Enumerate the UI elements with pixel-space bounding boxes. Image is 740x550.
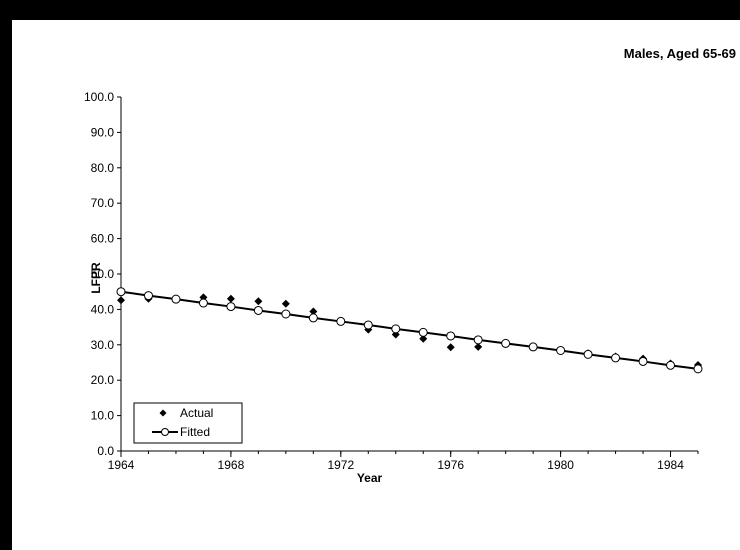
y-axis-label: LFPR	[89, 262, 103, 294]
fitted-point	[308, 313, 318, 323]
fitted-point	[143, 291, 153, 301]
actual-point	[254, 297, 263, 306]
y-tick-label: 90.0	[91, 125, 115, 139]
legend-box	[133, 402, 243, 444]
y-tick-label: 80.0	[91, 161, 115, 175]
legend-actual-marker	[159, 409, 167, 417]
fitted-point	[391, 324, 401, 334]
fitted-point	[226, 302, 236, 312]
fitted-point	[638, 356, 648, 366]
x-tick-label: 1968	[218, 458, 245, 472]
chart-title: Males, Aged 65-69	[623, 46, 736, 61]
y-tick-label: 70.0	[91, 196, 115, 210]
legend-fitted-marker	[161, 428, 169, 436]
x-tick-label: 1984	[657, 458, 684, 472]
actual-point	[446, 343, 455, 352]
fitted-series-line	[120, 290, 699, 370]
y-tick-label: 0.0	[97, 444, 114, 458]
fitted-point	[473, 335, 483, 345]
fitted-point	[583, 349, 593, 359]
actual-point	[419, 334, 428, 343]
y-tick-label: 10.0	[91, 409, 115, 423]
actual-point	[474, 342, 483, 351]
x-axis-label: Year	[357, 471, 383, 485]
chart-svg: 0.0 10.0 20.0 30.0 40.0 50.0 60.0 70.0 80.0 90.0 1…	[84, 90, 703, 485]
fitted-point	[418, 327, 428, 337]
fitted-point	[253, 305, 263, 315]
y-tick-label: 20.0	[91, 373, 115, 387]
fitted-point	[336, 316, 346, 326]
fitted-point	[528, 342, 538, 352]
legend-fitted-label: Fitted	[180, 425, 210, 439]
fitted-point	[363, 320, 373, 330]
fitted-point	[198, 298, 208, 308]
fitted-point	[446, 331, 456, 341]
y-tick-label: 30.0	[91, 338, 115, 352]
actual-point	[117, 296, 125, 305]
x-tick-label: 1980	[547, 458, 574, 472]
y-tick-label: 60.0	[91, 232, 115, 246]
actual-point	[226, 294, 235, 303]
fitted-point	[501, 338, 511, 348]
fitted-point	[666, 360, 676, 370]
y-tick-label: 40.0	[91, 302, 115, 316]
fitted-point	[556, 345, 566, 355]
chart-panel: Males, Aged 65-69 0.0 10.0 20.0 30.0 40.0 50.…	[12, 20, 740, 550]
fitted-point	[171, 294, 181, 304]
fitted-point	[611, 353, 621, 363]
legend-actual-label: Actual	[180, 406, 213, 420]
fitted-point	[693, 364, 703, 374]
x-tick-label: 1976	[437, 458, 464, 472]
y-tick-label: 100.0	[84, 90, 114, 104]
actual-point	[309, 307, 318, 316]
fitted-point	[116, 287, 126, 297]
legend: Actual Fitted	[133, 402, 243, 444]
x-tick-label: 1964	[108, 458, 135, 472]
fitted-point	[281, 309, 291, 319]
actual-point	[281, 299, 290, 308]
y-tick-label: 50.0	[91, 267, 115, 281]
x-tick-label: 1972	[327, 458, 354, 472]
